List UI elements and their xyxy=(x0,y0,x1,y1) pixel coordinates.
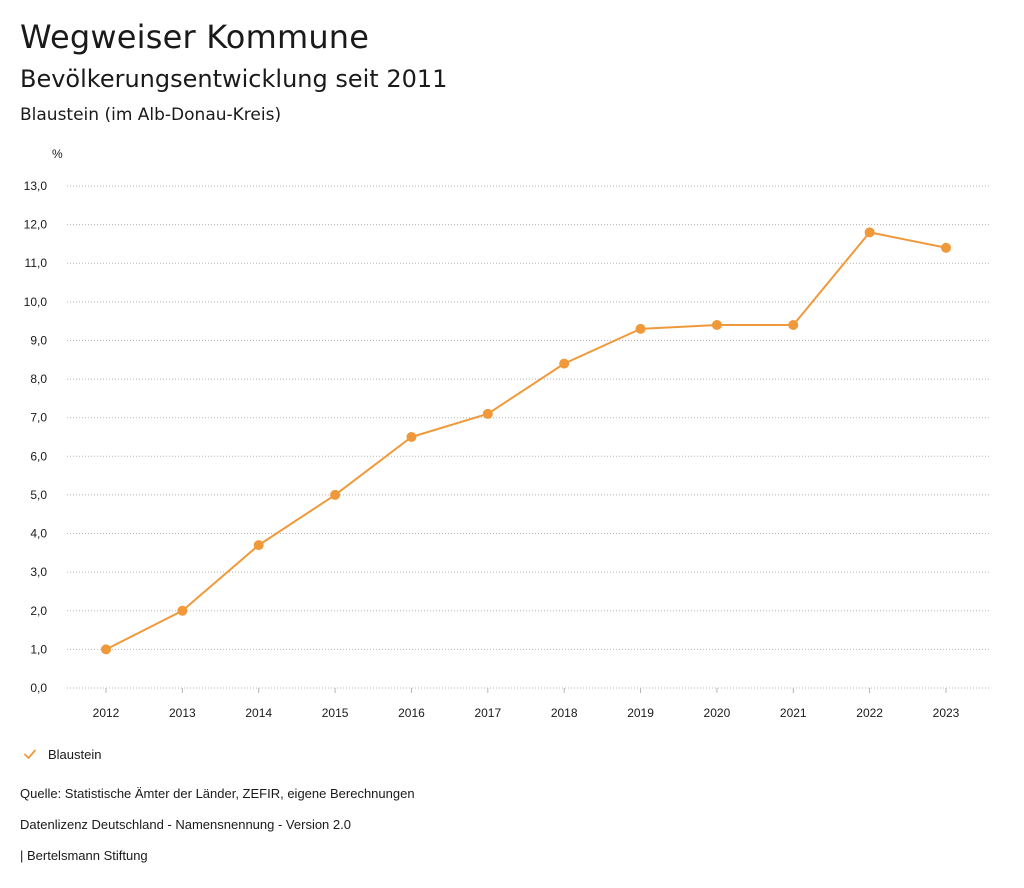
y-tick-label: 4,0 xyxy=(30,527,47,541)
data-point-2021[interactable] xyxy=(788,320,799,331)
line-chart: % 0,0 1,0 2,0 3,0 4,0 5,0 6,0 7,0 8,0 9,0 10,0 11,0… xyxy=(24,147,990,720)
license-note: Datenlizenz Deutschland - Namensnennung … xyxy=(20,817,351,832)
y-tick-label: 5,0 xyxy=(30,488,47,502)
y-tick-label: 8,0 xyxy=(30,372,47,386)
x-tick-label: 2023 xyxy=(933,706,960,720)
data-point-2016[interactable] xyxy=(406,432,417,442)
source-note: Quelle: Statistische Ämter der Länder, Z… xyxy=(20,786,415,801)
legend-item-blaustein[interactable]: Blaustein xyxy=(22,744,101,764)
y-tick-label: 7,0 xyxy=(30,411,47,425)
chart-subtitle: Bevölkerungsentwicklung seit 2011 xyxy=(20,65,448,93)
data-point-2013[interactable] xyxy=(177,605,188,616)
data-point-2019[interactable] xyxy=(635,323,646,334)
y-tick-label: 12,0 xyxy=(24,218,48,232)
x-tick-label: 2020 xyxy=(704,706,731,720)
x-tick-label: 2019 xyxy=(627,706,654,720)
x-tick-label: 2017 xyxy=(474,706,501,720)
x-tick-label: 2016 xyxy=(398,706,425,720)
data-point-2018[interactable] xyxy=(559,358,570,369)
checkmark-icon xyxy=(24,749,36,759)
y-axis-unit-label: % xyxy=(52,147,63,161)
y-tick-label: 13,0 xyxy=(24,179,48,193)
y-tick-label: 3,0 xyxy=(30,565,47,579)
publisher-note: | Bertelsmann Stiftung xyxy=(20,848,148,863)
y-axis-tick-labels: 0,0 1,0 2,0 3,0 4,0 5,0 6,0 7,0 8,0 9,0 10,0 11,0 12… xyxy=(24,179,48,695)
series-line xyxy=(105,231,947,651)
x-tick-label: 2018 xyxy=(551,706,578,720)
data-point-2015[interactable] xyxy=(330,489,341,500)
y-tick-label: 6,0 xyxy=(30,449,47,463)
y-tick-label: 10,0 xyxy=(24,295,48,309)
y-tick-label: 2,0 xyxy=(30,604,47,618)
data-point-2023[interactable] xyxy=(941,242,951,253)
y-tick-label: 9,0 xyxy=(30,333,47,347)
series-blaustein xyxy=(101,227,951,655)
y-tick-label: 11,0 xyxy=(25,256,48,270)
x-tick-label: 2013 xyxy=(169,706,196,720)
page-title: Wegweiser Kommune xyxy=(20,18,370,56)
y-tick-label: 0,0 xyxy=(30,681,47,695)
data-point-2020[interactable] xyxy=(711,320,722,331)
data-point-2022[interactable] xyxy=(864,227,875,238)
region-label: Blaustein (im Alb-Donau-Kreis) xyxy=(20,105,282,125)
data-point-2014[interactable] xyxy=(253,540,264,551)
data-point-2012[interactable] xyxy=(101,644,111,655)
grid-lines xyxy=(67,185,990,693)
x-tick-label: 2021 xyxy=(780,706,807,720)
x-axis-tick-labels: 2012 2013 2014 2015 2016 2017 2018 2019 2020 2021… xyxy=(93,706,960,720)
legend-label: Blaustein xyxy=(48,746,102,762)
data-point-2017[interactable] xyxy=(482,408,493,419)
y-tick-label: 1,0 xyxy=(30,642,47,656)
x-tick-label: 2015 xyxy=(322,706,349,720)
x-tick-label: 2012 xyxy=(93,706,120,720)
x-tick-label: 2022 xyxy=(856,706,883,720)
x-tick-label: 2014 xyxy=(245,706,272,720)
